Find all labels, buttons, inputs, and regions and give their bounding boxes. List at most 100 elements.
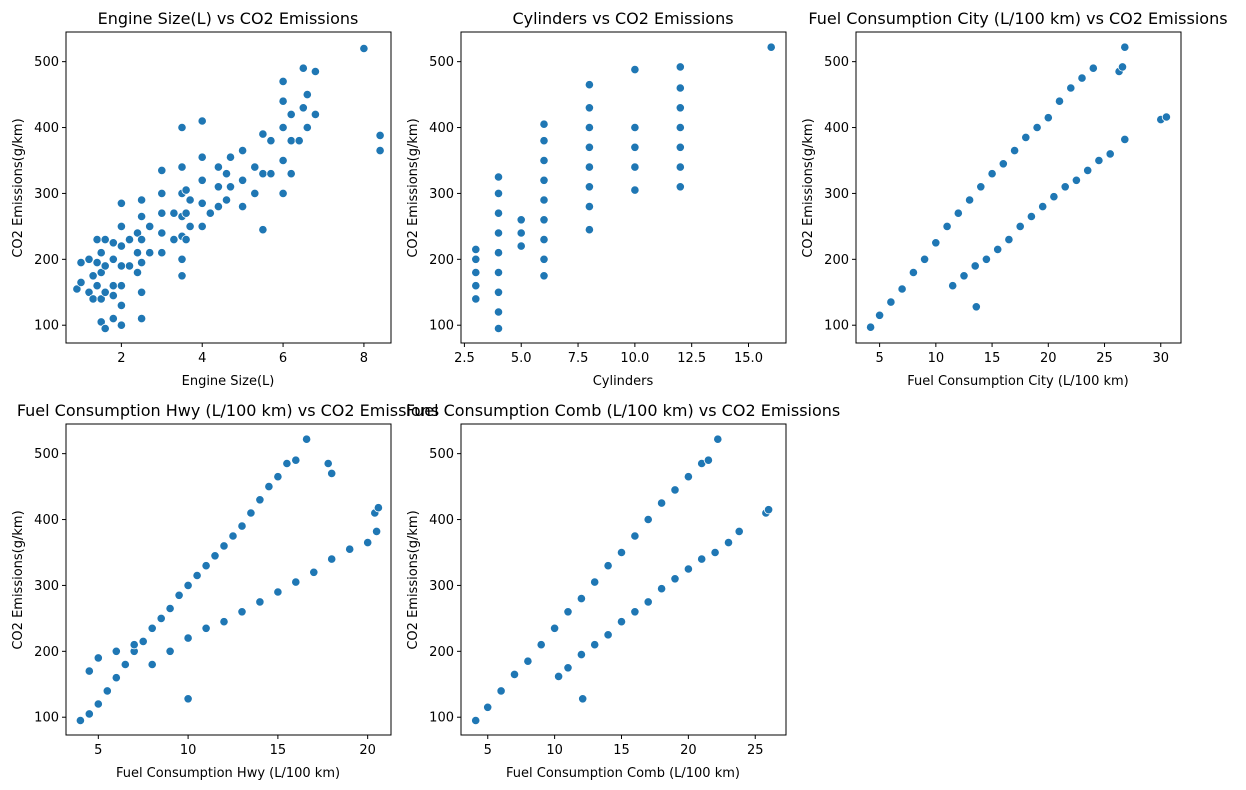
scatter-point <box>375 146 385 156</box>
scatter-point <box>523 656 533 666</box>
subplot-title: Fuel Consumption City (L/100 km) vs CO2 … <box>808 9 1227 28</box>
scatter-point <box>1015 221 1025 231</box>
scatter-point <box>539 155 549 166</box>
scatter-point <box>137 287 147 297</box>
scatter-point <box>250 162 260 172</box>
scatter-point <box>177 271 187 281</box>
scatter-point <box>630 185 640 195</box>
scatter-point <box>124 235 135 245</box>
scatter-point <box>177 122 187 133</box>
scatter-point <box>675 83 685 93</box>
scatter-point <box>516 241 526 251</box>
scatter-point <box>630 65 640 75</box>
y-tick-label: 500 <box>34 55 59 70</box>
scatter-point <box>471 244 481 254</box>
scatter-point <box>493 188 504 198</box>
scatter-point <box>1071 175 1082 185</box>
scatter-point <box>213 182 223 192</box>
scatter-point <box>132 248 143 258</box>
scatter-point <box>630 122 640 133</box>
scatter-point <box>1066 83 1076 93</box>
x-tick-label: 30 <box>1152 351 1169 366</box>
scatter-point <box>282 458 292 469</box>
scatter-point <box>363 537 373 548</box>
scatter-point <box>1049 192 1059 202</box>
x-tick-label: 5 <box>484 743 492 758</box>
scatter-point <box>371 526 382 537</box>
scatter-point <box>183 580 193 591</box>
scatter-point <box>258 169 268 179</box>
x-axis-label: Fuel Consumption Comb (L/100 km) <box>506 766 740 781</box>
y-tick-label: 400 <box>34 121 59 136</box>
scatter-point <box>266 136 276 146</box>
scatter-point <box>177 254 187 264</box>
axes-frame <box>460 31 787 344</box>
scatter-point <box>100 261 110 271</box>
scatter-point <box>177 162 187 172</box>
scatter-point <box>970 261 980 271</box>
scatter-point <box>309 567 319 577</box>
scatter-point <box>539 215 549 225</box>
scatter-point <box>96 267 106 278</box>
scatter-point <box>539 254 549 264</box>
scatter-point <box>874 310 885 320</box>
scatter-point <box>563 663 573 673</box>
x-tick-label: 25 <box>747 743 764 758</box>
scatter-point <box>549 623 560 633</box>
x-tick-label: 15 <box>613 743 630 758</box>
y-tick-label: 300 <box>34 187 59 202</box>
y-tick-label: 100 <box>429 711 454 726</box>
y-tick-label: 200 <box>429 253 454 268</box>
x-tick-label: 4 <box>198 351 206 366</box>
scatter-point <box>138 636 148 647</box>
scatter-point <box>471 267 481 278</box>
scatter-point <box>584 202 595 212</box>
x-tick-label: 10 <box>180 743 197 758</box>
scatter-point <box>697 554 707 564</box>
scatter-point <box>298 63 308 73</box>
scatter-point <box>102 686 112 696</box>
scatter-point <box>100 287 110 297</box>
scatter-point <box>165 603 175 614</box>
scatter-point <box>137 195 147 205</box>
scatter-point <box>1120 134 1130 144</box>
scatter-point <box>181 235 191 245</box>
scatter-point <box>96 317 106 327</box>
x-tick-label: 2 <box>117 351 125 366</box>
scatter-point <box>1077 73 1087 83</box>
subplot-title: Fuel Consumption Hwy (L/100 km) vs CO2 E… <box>17 401 439 420</box>
scatter-point <box>578 694 588 704</box>
scatter-points <box>75 434 383 726</box>
scatter-point <box>129 640 139 650</box>
axes-frame <box>65 423 392 736</box>
scatter-point <box>96 248 106 258</box>
scatter-point <box>255 597 265 607</box>
scatter-point <box>310 109 320 120</box>
y-tick-label: 100 <box>34 319 59 334</box>
scatter-point <box>137 211 147 222</box>
scatter-point <box>630 531 640 541</box>
scatter-point <box>584 182 595 192</box>
scatter-point <box>75 715 86 726</box>
scatter-point <box>483 702 493 712</box>
scatter-point <box>116 241 127 251</box>
scatter-point <box>323 458 333 469</box>
scatter-point <box>643 514 653 525</box>
scatter-point <box>278 155 288 166</box>
scatter-point <box>116 261 127 271</box>
scatter-point <box>201 623 211 633</box>
x-tick-label: 5.0 <box>511 351 532 366</box>
scatter-point <box>643 597 653 607</box>
scatter-point <box>237 521 247 531</box>
scatter-point <box>108 238 118 248</box>
scatter-point <box>493 287 504 297</box>
scatter-point <box>493 307 504 317</box>
scatter-point <box>116 221 127 231</box>
scatter-point <box>471 715 481 726</box>
scatter-point <box>108 254 118 264</box>
scatter-point <box>124 261 135 271</box>
scatter-point <box>145 248 155 258</box>
scatter-point <box>93 653 103 663</box>
scatter-point <box>964 195 975 205</box>
scatter-point <box>471 254 481 264</box>
